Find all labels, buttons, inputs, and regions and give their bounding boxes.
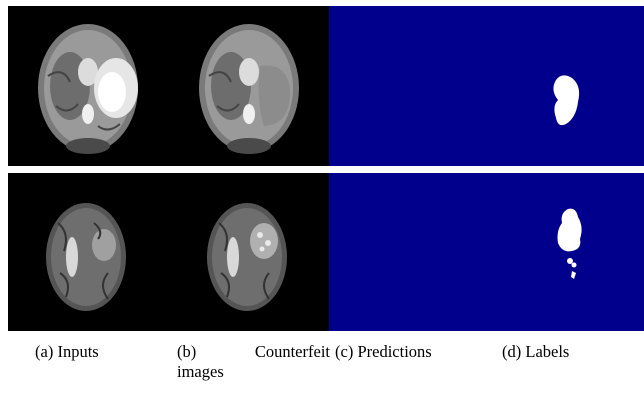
caption-a: (a) Inputs	[35, 342, 99, 362]
caption-c: (c) Predictions	[335, 342, 432, 362]
caption-b-text-line2: images	[177, 362, 224, 381]
counterfeit-mri-top	[168, 6, 329, 166]
counterfeit-mri-bottom	[168, 173, 329, 331]
caption-c-text: Predictions	[357, 342, 432, 361]
caption-c-letter: (c)	[335, 342, 354, 361]
prediction-map	[329, 6, 486, 166]
brain-scan-image	[46, 203, 126, 311]
brain-scan-image	[38, 24, 138, 154]
label-bottom	[486, 173, 644, 331]
prediction-bottom	[329, 173, 486, 331]
caption-b-text-line1: Counterfeit	[254, 342, 330, 361]
input-mri-top	[8, 6, 168, 166]
tumor-mask	[553, 75, 580, 126]
prediction-top	[329, 6, 486, 166]
caption-d-letter: (d)	[502, 342, 522, 361]
brain-scan-image	[199, 24, 299, 154]
caption-a-text: Inputs	[57, 342, 99, 361]
figure-row-top	[8, 6, 644, 166]
brain-scan-image	[207, 203, 287, 311]
input-mri-bottom	[8, 173, 168, 331]
subfigure-captions: (a) Inputs (b) Counterfeit images (c) Pr…	[8, 342, 644, 390]
caption-d-text: Labels	[525, 342, 570, 361]
caption-d: (d) Labels	[502, 342, 569, 362]
figure-grid	[8, 6, 644, 331]
caption-a-letter: (a)	[35, 342, 54, 361]
prediction-map	[329, 173, 486, 331]
figure-row-bottom	[8, 173, 644, 331]
label-top	[486, 6, 644, 166]
tumor-mask	[557, 208, 582, 279]
caption-b-letter: (b)	[177, 342, 197, 361]
caption-b: (b) Counterfeit images	[177, 342, 330, 382]
